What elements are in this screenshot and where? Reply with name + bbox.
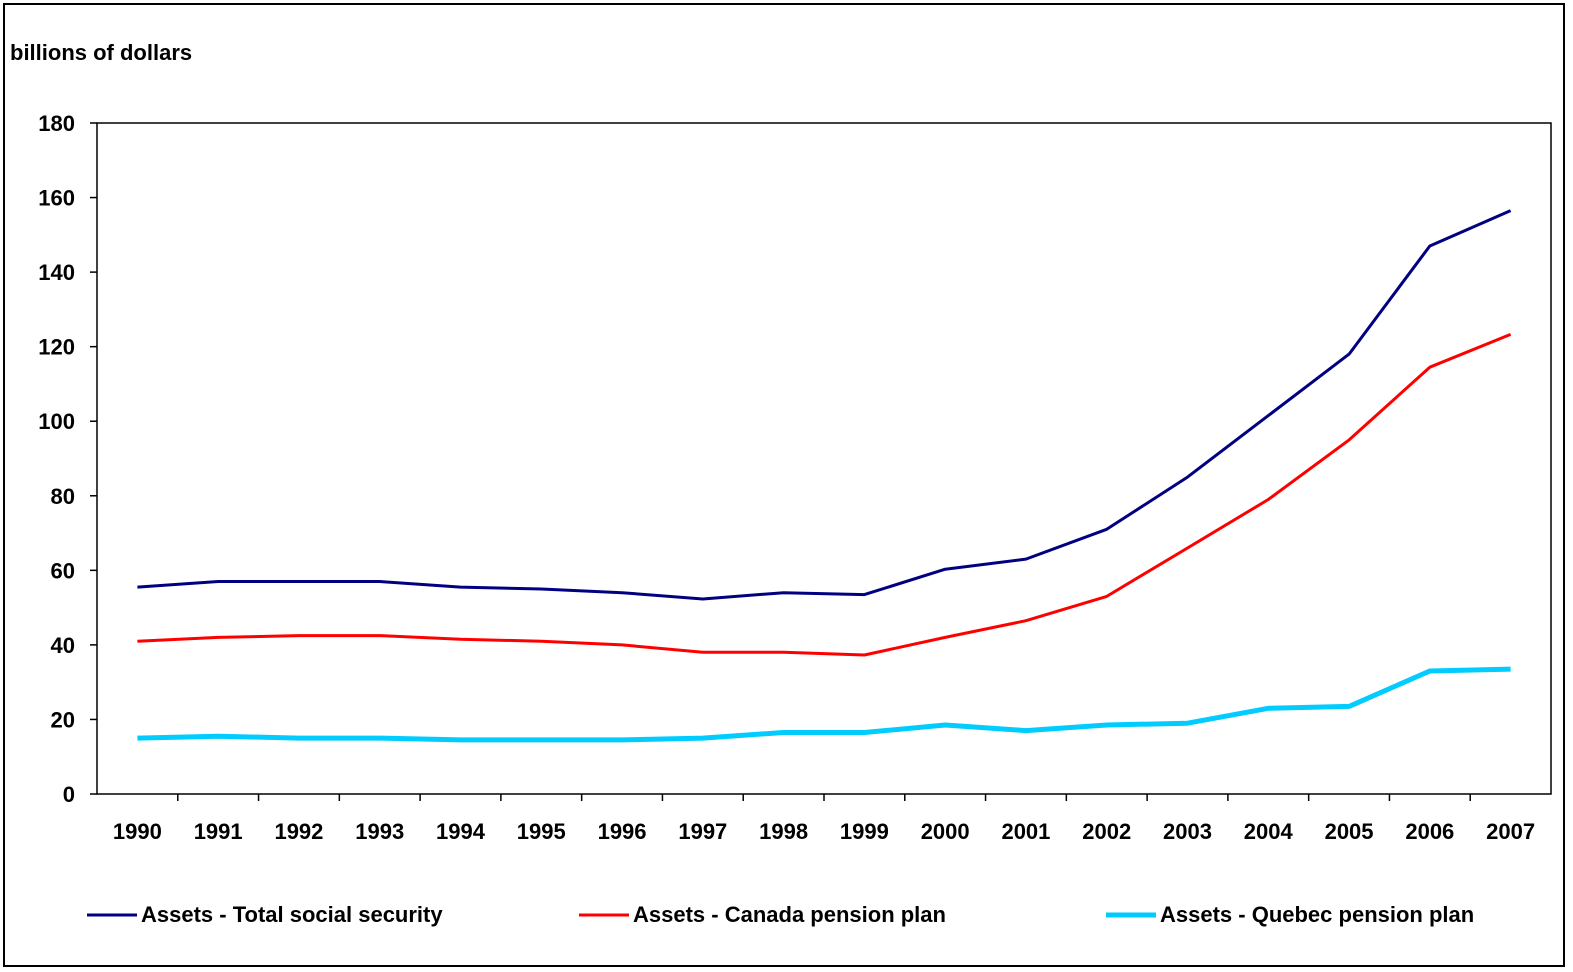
y-tick-label: 120 (38, 335, 75, 360)
legend-label: Assets - Quebec pension plan (1160, 902, 1474, 927)
x-tick-label: 2000 (921, 819, 970, 844)
y-tick-label: 80 (51, 484, 75, 509)
x-tick-label: 1990 (113, 819, 162, 844)
x-tick-label: 2004 (1244, 819, 1294, 844)
x-tick-label: 1995 (517, 819, 566, 844)
x-tick-label: 2007 (1486, 819, 1535, 844)
x-tick-label: 1998 (759, 819, 808, 844)
series-line-1 (137, 209, 1512, 601)
y-tick-label: 40 (51, 633, 75, 658)
x-tick-label: 2005 (1325, 819, 1374, 844)
x-tick-label: 2001 (1001, 819, 1050, 844)
x-tick-label: 1992 (274, 819, 323, 844)
chart-frame: billions of dollars 0 20 40 60 80 100 120 140 16… (3, 3, 1565, 967)
series-lines (137, 209, 1512, 743)
y-tick-label: 140 (38, 260, 75, 285)
x-tick-label: 1991 (194, 819, 243, 844)
x-tick-label: 2002 (1082, 819, 1131, 844)
legend-label: Assets - Total social security (141, 902, 443, 927)
legend-label: Assets - Canada pension plan (633, 902, 946, 927)
series-line-2 (137, 333, 1512, 657)
x-tick-label: 2006 (1405, 819, 1454, 844)
y-tick-label: 0 (63, 782, 75, 807)
y-axis: 0 20 40 60 80 100 120 140 160 180 (38, 111, 97, 807)
y-tick-label: 160 (38, 186, 75, 211)
legend: Assets - Total social security Assets - C… (87, 902, 1474, 927)
x-tick-label: 1999 (840, 819, 889, 844)
y-tick-label: 100 (38, 409, 75, 434)
x-tick-label: 1994 (436, 819, 486, 844)
y-tick-label: 20 (51, 707, 75, 732)
x-tick-label: 1996 (598, 819, 647, 844)
plot-area (96, 122, 1552, 795)
y-tick-label: 180 (38, 111, 75, 136)
y-tick-label: 60 (51, 558, 75, 583)
x-tick-label: 1997 (678, 819, 727, 844)
x-tick-label: 2003 (1163, 819, 1212, 844)
series-line-3 (137, 666, 1511, 743)
x-tick-label: 1993 (355, 819, 404, 844)
y-axis-title: billions of dollars (10, 40, 192, 65)
line-chart: billions of dollars 0 20 40 60 80 100 120 140 16… (10, 40, 1552, 927)
x-axis: 1990 1991 1992 1993 1994 1995 1996 1997 1998 1999… (113, 794, 1535, 844)
